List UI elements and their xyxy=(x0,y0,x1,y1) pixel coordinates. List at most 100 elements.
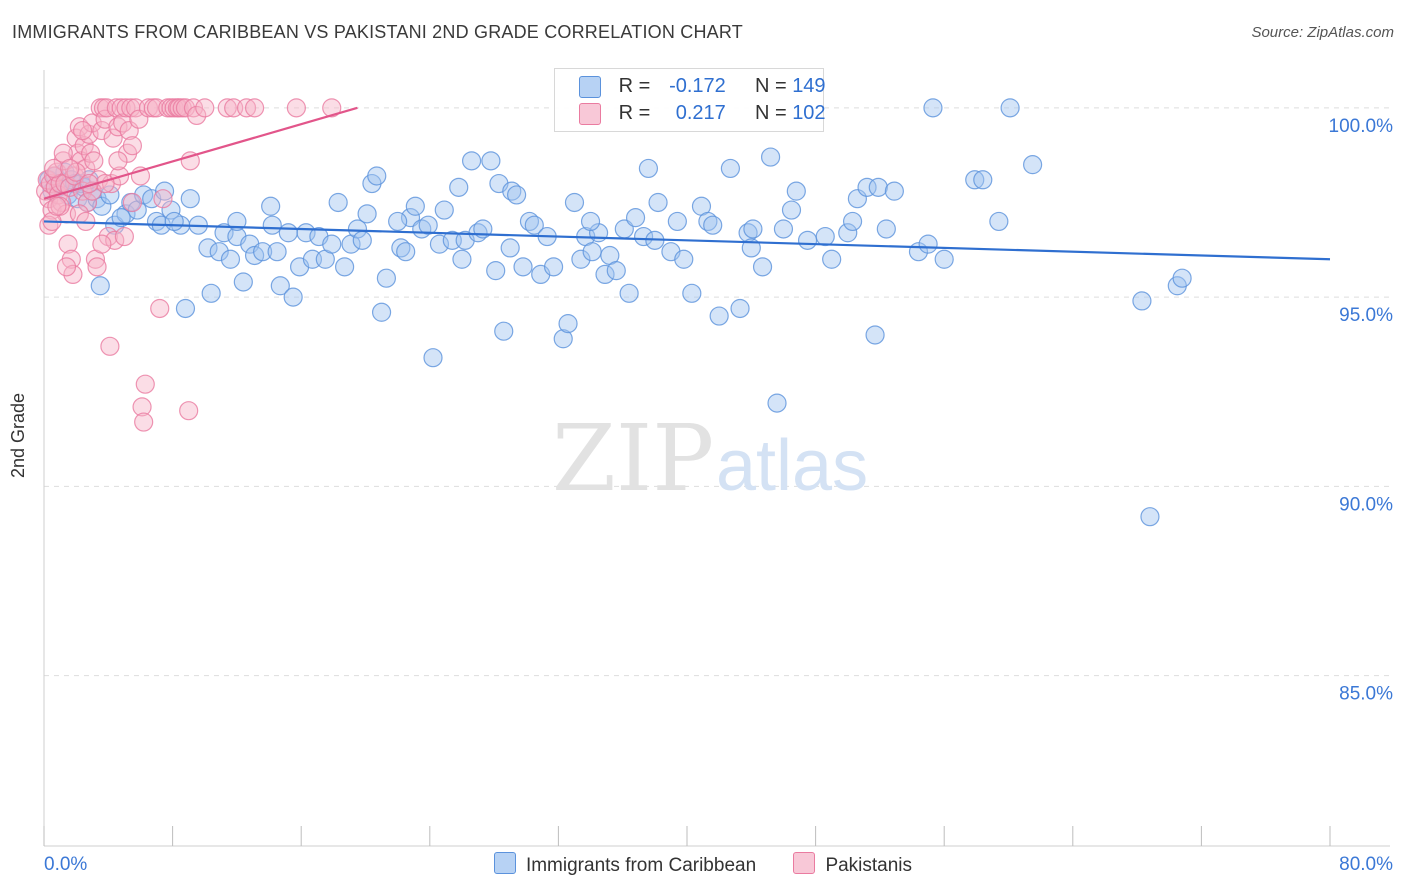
point-caribbean xyxy=(606,261,626,281)
watermark: ZIP atlas xyxy=(552,405,868,512)
point-caribbean xyxy=(786,181,806,201)
point-caribbean xyxy=(261,196,281,216)
point-caribbean xyxy=(371,302,392,322)
point-caribbean xyxy=(283,287,303,307)
point-caribbean xyxy=(582,242,602,262)
point-caribbean xyxy=(760,147,781,167)
point-pakistanis xyxy=(56,257,77,277)
point-pakistanis xyxy=(92,234,112,254)
point-caribbean xyxy=(388,211,408,232)
point-caribbean xyxy=(214,223,234,243)
x-tick-label: 80.0% xyxy=(1339,854,1393,875)
point-pakistanis xyxy=(111,98,131,118)
trendline-caribbean xyxy=(43,220,1331,261)
point-caribbean xyxy=(405,196,425,216)
point-caribbean xyxy=(842,211,863,232)
point-pakistanis xyxy=(113,113,133,133)
point-caribbean xyxy=(220,249,241,269)
point-pakistanis xyxy=(286,98,306,118)
legend-swatch-pink xyxy=(793,852,816,874)
point-caribbean xyxy=(571,249,591,269)
axes-layer xyxy=(43,70,1390,847)
point-pakistanis xyxy=(82,113,102,133)
point-caribbean xyxy=(423,348,443,368)
point-pakistanis xyxy=(101,173,122,194)
point-caribbean xyxy=(595,264,615,285)
point-pakistanis xyxy=(116,98,136,118)
point-caribbean xyxy=(175,298,196,319)
point-pakistanis xyxy=(60,158,80,179)
legend-r-value: -0.172 xyxy=(669,75,726,97)
point-caribbean xyxy=(667,211,687,232)
point-caribbean xyxy=(797,230,818,250)
point-caribbean xyxy=(868,177,888,197)
point-pakistanis xyxy=(63,264,83,285)
point-caribbean xyxy=(619,283,639,303)
point-caribbean xyxy=(884,181,904,201)
point-pakistanis xyxy=(322,98,342,118)
point-caribbean xyxy=(543,257,564,277)
point-caribbean xyxy=(773,219,794,239)
legend-n-value: 102 xyxy=(792,102,826,124)
point-pakistanis xyxy=(187,105,207,126)
point-pakistanis xyxy=(179,401,199,421)
point-caribbean xyxy=(201,283,221,303)
point-caribbean xyxy=(449,177,469,197)
point-caribbean xyxy=(262,215,282,235)
point-caribbean xyxy=(633,226,654,247)
x-tick-label: 0.0% xyxy=(44,854,87,875)
point-caribbean xyxy=(452,249,472,269)
point-caribbean xyxy=(367,166,387,186)
point-caribbean xyxy=(328,192,348,213)
point-pakistanis xyxy=(244,98,265,118)
point-pakistanis xyxy=(122,192,143,213)
point-caribbean xyxy=(494,321,514,341)
point-pakistanis xyxy=(84,151,104,171)
point-caribbean xyxy=(934,249,954,269)
trendline-pakistanis xyxy=(43,106,358,200)
point-pakistanis xyxy=(74,136,94,156)
watermark-atlas: atlas xyxy=(716,426,868,506)
point-caribbean xyxy=(92,196,112,216)
point-caribbean xyxy=(434,200,454,220)
point-pakistanis xyxy=(175,98,196,118)
grid-layer xyxy=(44,107,1390,677)
point-pakistanis xyxy=(92,120,112,141)
legend-n-value: 149 xyxy=(792,75,826,97)
point-pakistanis xyxy=(150,298,170,319)
source-label: Source: ZipAtlas.com xyxy=(1251,24,1394,41)
point-pakistanis xyxy=(180,151,200,171)
point-pakistanis xyxy=(72,120,93,141)
point-caribbean xyxy=(553,329,573,349)
point-caribbean xyxy=(209,242,229,262)
point-caribbean xyxy=(352,230,372,250)
point-pakistanis xyxy=(58,234,78,254)
point-caribbean xyxy=(180,189,200,209)
point-pakistanis xyxy=(153,189,173,209)
chart-title: IMMIGRANTS FROM CARIBBEAN VS PAKISTANI 2… xyxy=(12,22,743,42)
point-caribbean xyxy=(989,211,1009,232)
point-pakistanis xyxy=(114,226,134,247)
point-caribbean xyxy=(709,306,729,326)
legend-n-label: N = xyxy=(754,75,787,97)
point-caribbean xyxy=(1140,507,1160,527)
y-axis-label: 2nd Grade xyxy=(8,392,28,478)
point-pakistanis xyxy=(77,192,98,213)
point-pakistanis xyxy=(236,98,257,118)
point-caribbean xyxy=(730,298,750,319)
legend-r-label: R = xyxy=(618,102,651,124)
point-pakistanis xyxy=(122,136,143,156)
point-pakistanis xyxy=(76,158,96,179)
point-caribbean xyxy=(357,204,377,224)
point-caribbean xyxy=(164,211,184,232)
legend-stats-row-pakistanis: R = 0.217 N = 102 xyxy=(579,102,826,128)
point-caribbean xyxy=(1000,98,1020,118)
point-pakistanis xyxy=(135,374,155,394)
point-pakistanis xyxy=(44,158,64,179)
point-caribbean xyxy=(418,215,438,235)
point-pakistanis xyxy=(47,196,67,216)
y-tick-label: 90.0% xyxy=(1339,494,1393,515)
legend-label-caribbean: Immigrants from Caribbean xyxy=(525,855,757,876)
point-caribbean xyxy=(198,238,218,258)
point-pakistanis xyxy=(134,412,154,432)
